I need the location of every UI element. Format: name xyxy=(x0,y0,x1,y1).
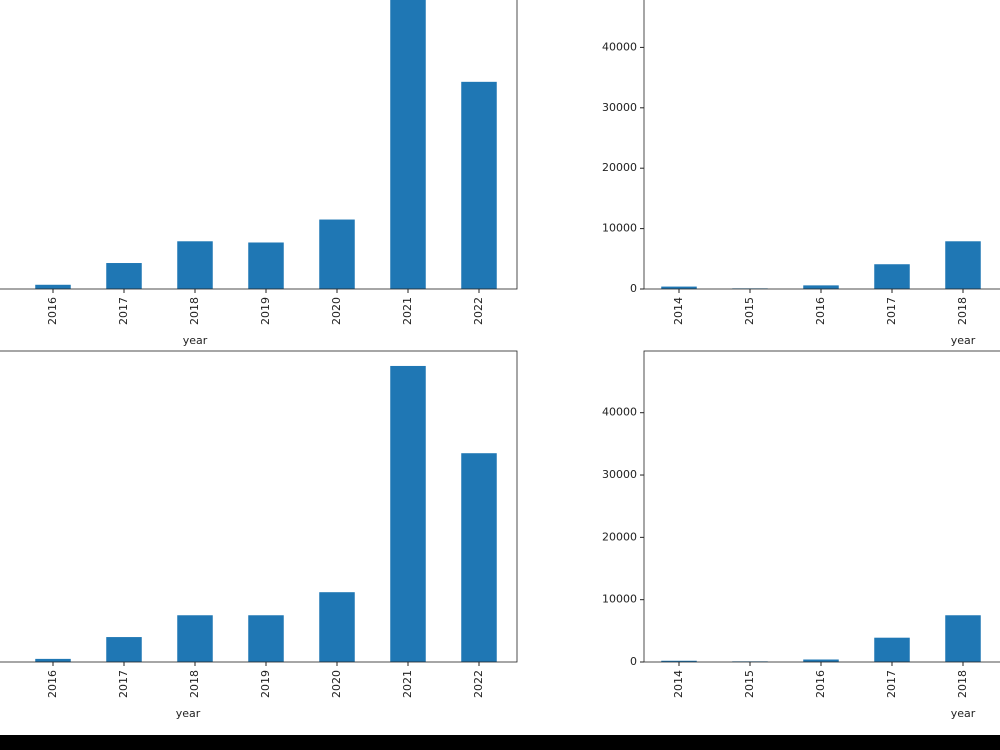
bar xyxy=(177,241,213,289)
x-tick-label: 2020 xyxy=(330,297,343,325)
bar xyxy=(248,615,284,662)
y-tick-label: 30000 xyxy=(602,468,637,481)
bar xyxy=(803,659,839,662)
plot-frame xyxy=(643,0,1000,290)
bar xyxy=(390,0,426,290)
x-axis-label: year xyxy=(951,334,976,347)
bar xyxy=(319,592,355,662)
bar xyxy=(319,219,355,289)
y-tick-label: 40000 xyxy=(602,40,637,53)
x-tick-label: 2022 xyxy=(472,670,485,698)
y-tick-label: 10000 xyxy=(602,593,637,606)
x-tick-label: 2018 xyxy=(956,670,969,698)
plot-frame xyxy=(643,350,1000,663)
bar xyxy=(874,637,910,662)
bar xyxy=(248,242,284,289)
x-tick-label: 2017 xyxy=(885,297,898,325)
plot-frame xyxy=(0,350,518,663)
bar xyxy=(945,241,981,289)
plot-frame xyxy=(0,0,518,290)
x-tick-label: 2016 xyxy=(46,297,59,325)
x-tick-label: 2019 xyxy=(259,297,272,325)
bar xyxy=(177,615,213,662)
x-tick-label: 2017 xyxy=(117,297,130,325)
bar xyxy=(874,264,910,289)
x-axis-label: year xyxy=(951,707,976,720)
x-tick-label: 2015 xyxy=(743,297,756,325)
x-tick-label: 2022 xyxy=(472,297,485,325)
bar xyxy=(35,658,71,662)
x-tick-label: 2019 xyxy=(259,670,272,698)
bar xyxy=(390,365,426,662)
bar xyxy=(803,285,839,289)
bar xyxy=(461,81,497,289)
bar xyxy=(35,284,71,289)
x-tick-label: 2015 xyxy=(743,670,756,698)
y-tick-label: 10000 xyxy=(602,222,637,235)
y-tick-label: 40000 xyxy=(602,406,637,419)
x-tick-label: 2020 xyxy=(330,670,343,698)
x-tick-label: 2017 xyxy=(117,670,130,698)
x-axis-label: year xyxy=(183,334,208,347)
y-tick-label: 20000 xyxy=(602,161,637,174)
x-tick-label: 2021 xyxy=(401,670,414,698)
x-tick-label: 2016 xyxy=(46,670,59,698)
y-tick-label: 20000 xyxy=(602,530,637,543)
y-tick-label: 30000 xyxy=(602,101,637,114)
x-axis-label: year xyxy=(176,707,201,720)
x-tick-label: 2014 xyxy=(672,297,685,325)
x-tick-label: 2016 xyxy=(814,297,827,325)
bar xyxy=(106,263,142,289)
bar xyxy=(661,660,697,662)
bar xyxy=(106,637,142,662)
x-tick-label: 2018 xyxy=(956,297,969,325)
x-tick-label: 2018 xyxy=(188,297,201,325)
x-tick-label: 2014 xyxy=(672,670,685,698)
bar xyxy=(945,615,981,662)
x-tick-label: 2016 xyxy=(814,670,827,698)
y-tick-label: 0 xyxy=(630,655,637,668)
bar xyxy=(461,453,497,662)
x-tick-label: 2018 xyxy=(188,670,201,698)
x-tick-label: 2021 xyxy=(401,297,414,325)
bar xyxy=(661,286,697,289)
x-tick-label: 2017 xyxy=(885,670,898,698)
bottom-bar xyxy=(0,735,1000,750)
y-tick-label: 0 xyxy=(630,282,637,295)
